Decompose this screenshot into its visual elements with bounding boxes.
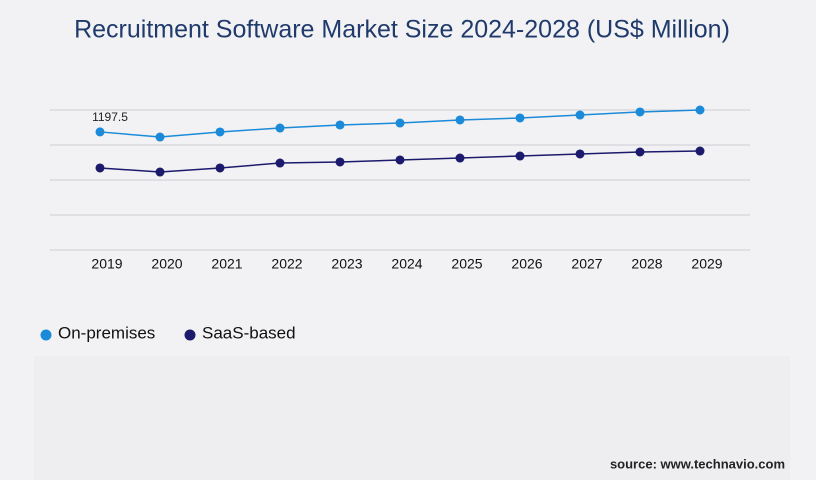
x-tick-label: 2024 — [391, 256, 422, 272]
x-tick-label: 2022 — [271, 256, 302, 272]
data-point — [335, 120, 345, 130]
legend-marker — [184, 329, 196, 341]
x-tick-label: 2023 — [331, 256, 362, 272]
x-tick-label: 2028 — [631, 256, 662, 272]
data-point — [575, 110, 585, 120]
data-point — [455, 115, 465, 125]
data-point — [395, 118, 405, 128]
data-point — [515, 113, 525, 123]
data-point — [215, 163, 225, 173]
data-point — [635, 107, 645, 117]
data-label: 1197.5 — [92, 110, 128, 124]
x-tick-label: 2026 — [511, 256, 542, 272]
data-point — [455, 153, 465, 163]
data-point — [515, 151, 525, 161]
data-point — [155, 167, 165, 177]
data-point — [635, 147, 645, 157]
source: source: www.technavio.com — [610, 456, 785, 471]
x-tick-label: 2025 — [451, 256, 482, 272]
legend-marker — [40, 329, 52, 341]
data-point — [275, 123, 285, 133]
data-point — [155, 132, 165, 142]
legend-label: On-premises — [58, 323, 155, 342]
data-point — [215, 127, 225, 137]
data-point — [575, 149, 585, 159]
data-point — [335, 157, 345, 167]
x-tick-label: 2020 — [151, 256, 182, 272]
data-point — [695, 105, 705, 115]
data-point — [695, 146, 705, 156]
x-tick-label: 2029 — [691, 256, 722, 272]
legend-label: SaaS-based — [202, 323, 296, 342]
data-point — [275, 158, 285, 168]
data-point — [395, 155, 405, 165]
x-tick-label: 2021 — [211, 256, 242, 272]
data-point — [95, 163, 105, 173]
panel — [34, 356, 790, 480]
x-tick-label: 2019 — [91, 256, 122, 272]
chart-title: Recruitment Software Market Size 2024-20… — [74, 16, 730, 44]
x-tick-label: 2027 — [571, 256, 602, 272]
data-point — [95, 127, 105, 137]
